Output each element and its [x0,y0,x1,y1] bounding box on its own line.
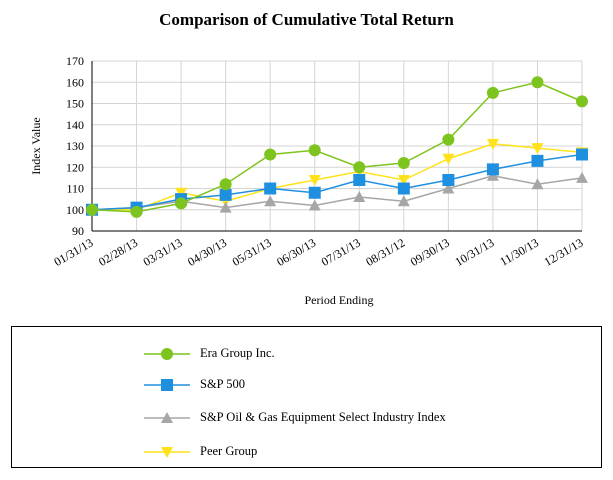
data-point [308,199,321,211]
data-point [397,157,410,169]
data-point [531,178,544,190]
legend-item: Era Group Inc. [12,344,572,364]
data-point [442,133,455,146]
data-point [308,175,321,186]
data-point [397,175,410,186]
data-point [576,95,588,108]
y-tick-label: 100 [66,203,84,217]
y-tick-label: 130 [66,139,84,153]
legend-swatch [144,379,190,391]
legend-marker [161,379,173,391]
y-tick-label: 170 [66,54,84,68]
x-tick-label: 05/31/13 [230,235,274,268]
series-0 [86,76,588,218]
data-point [130,205,143,218]
x-tick-label: 11/30/13 [497,235,541,268]
series-line [91,174,583,211]
x-tick-label: 02/28/13 [96,235,140,268]
data-point [576,148,588,161]
data-point [576,171,588,183]
legend-label: Era Group Inc. [200,346,275,360]
series-line [91,153,583,211]
x-tick-label: 07/31/13 [319,235,363,268]
y-axis-label: Index Value [29,117,43,174]
data-point [486,163,499,176]
x-tick-label: 01/31/13 [52,235,96,268]
data-point [308,144,321,157]
chart-title: Comparison of Cumulative Total Return [159,10,454,29]
series-line [91,81,583,213]
legend-item: S&P Oil & Gas Equipment Select Industry … [12,408,572,428]
data-point [397,182,410,195]
x-tick-label: 04/30/13 [185,235,229,268]
data-point [442,174,455,186]
legend-label: Peer Group [200,444,258,458]
x-tick-label: 12/31/13 [542,235,586,268]
legend-label: S&P 500 [200,377,246,391]
legend-swatch [144,348,190,360]
data-point [486,138,499,150]
x-tick-label: 08/31/12 [363,235,407,268]
chart-legend: Era Group Inc. S&P 500 S&P Oil & Gas Equip… [11,326,602,468]
data-point [175,197,188,210]
y-tick-label: 120 [66,160,84,174]
data-point [86,203,98,216]
data-point [219,201,232,213]
legend-marker [161,412,173,423]
data-point [353,161,366,174]
data-point [531,76,544,89]
legend-label: S&P Oil & Gas Equipment Select Industry … [200,410,446,424]
data-point [442,182,455,194]
data-point [442,153,455,165]
data-point [264,195,277,207]
data-point [486,86,499,99]
data-point [397,195,410,207]
data-point [531,154,544,167]
x-tick-label: 10/31/13 [452,235,496,268]
data-point [531,143,544,155]
y-tick-label: 160 [66,75,84,89]
chart-plot: 90 100 110 120 130 140 150 160 170 01/31/13 02/28/… [29,54,588,307]
legend-item: Peer Group [12,442,572,462]
data-point [353,191,366,202]
x-axis-label: Period Ending [305,293,374,307]
data-point [264,182,277,195]
legend-marker [161,447,173,458]
data-point [219,188,232,201]
y-tick-label: 90 [72,224,84,238]
y-tick-label: 150 [66,97,84,111]
data-point [353,174,366,186]
x-tick-label: 09/30/13 [408,235,452,268]
data-point [264,148,277,161]
series-line [92,143,583,211]
y-tick-label: 140 [66,118,84,132]
legend-item: S&P 500 [12,375,572,395]
data-point [308,186,321,199]
x-tick-label: 03/31/13 [141,235,185,268]
legend-swatch [144,412,190,423]
legend-marker [161,348,173,360]
x-tick-label: 06/30/13 [274,235,318,268]
y-tick-label: 110 [66,182,84,196]
data-point [219,178,232,191]
legend-swatch [144,447,190,458]
